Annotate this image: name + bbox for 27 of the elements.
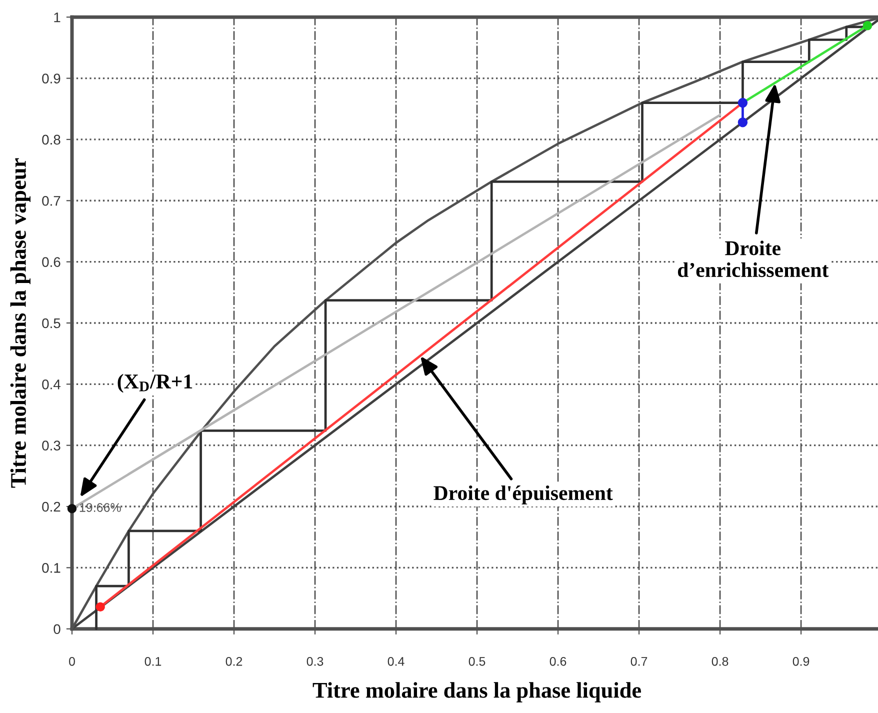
x-tick-label: 0.8 <box>712 656 728 666</box>
x-tick-label: 0.4 <box>388 656 404 666</box>
x-tick-label: 0.2 <box>226 656 242 666</box>
x-tick-label: 0.6 <box>550 656 566 666</box>
x-tick-label: 0 <box>69 656 75 666</box>
annotation: (X$_{D}$/R+1 <box>118 374 192 393</box>
x-tick-label: 0.1 <box>144 656 162 666</box>
y-tick-label: 0.6 <box>42 257 60 267</box>
x-tick-label: 0.5 <box>468 656 486 666</box>
annotation: Droite d’enrichissement <box>678 240 829 278</box>
x-tick-label: 0.9 <box>792 656 810 666</box>
y-tick-label: 1 <box>54 12 60 22</box>
y-tick-label: 0.1 <box>42 563 60 573</box>
y-tick-label: 0.3 <box>42 440 60 451</box>
y-tick-label: 0.7 <box>42 196 60 206</box>
y-tick-label: 0.8 <box>42 134 60 145</box>
y-tick-label: 0.4 <box>42 380 60 390</box>
y-axis-title: Titre molaire dans la phase vapeur <box>10 158 30 488</box>
data-label: 19.66% <box>80 503 121 512</box>
y-tick-label: 0.9 <box>42 74 60 84</box>
y-tick-label: 0.5 <box>42 318 60 328</box>
annotation: Droite d'épuisement <box>434 485 613 504</box>
y-tick-label: 0 <box>54 624 60 634</box>
y-tick-label: 0.2 <box>42 502 60 512</box>
x-axis-title: Titre molaire dans la phase liquide <box>312 682 641 702</box>
x-tick-label: 0.7 <box>630 656 648 666</box>
x-tick-label: 0.3 <box>306 656 324 666</box>
